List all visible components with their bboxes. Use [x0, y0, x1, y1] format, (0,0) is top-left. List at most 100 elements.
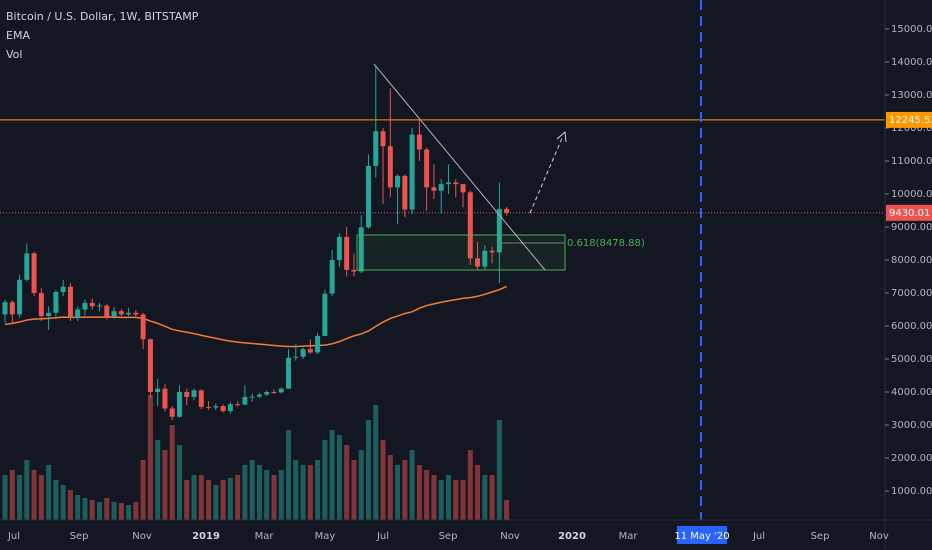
volume-bar: [89, 500, 95, 520]
x-tick-label: Mar: [619, 531, 639, 542]
candle-body: [438, 184, 444, 191]
y-tick-label: 5000.00: [891, 354, 932, 365]
candle-body: [104, 305, 110, 317]
x-tick-label: Sep: [811, 531, 830, 542]
candle-body: [409, 134, 415, 210]
candle-body: [46, 312, 52, 317]
candle-body: [82, 302, 88, 310]
candle-body: [31, 253, 37, 293]
candle-body: [227, 404, 233, 412]
x-tick-label: Nov: [869, 531, 889, 542]
volume-bar: [206, 480, 212, 520]
candle-body: [380, 131, 386, 147]
candle-body: [300, 349, 306, 357]
candle-body: [184, 391, 190, 397]
volume-bar: [249, 460, 255, 520]
trend-line: [373, 63, 546, 271]
candle-body: [351, 269, 357, 272]
volume-bar: [147, 395, 153, 520]
price-level-label: 12245.52: [889, 115, 932, 126]
candle-body: [482, 250, 488, 267]
candle-body: [17, 279, 23, 315]
volume-bar: [67, 490, 73, 520]
y-tick-label: 3000.00: [891, 420, 932, 431]
price-level-box: [886, 204, 932, 221]
candle-body: [97, 305, 103, 307]
x-tick-label: Sep: [70, 531, 89, 542]
volume-bar: [213, 485, 219, 520]
y-tick-label: 11000.00: [891, 156, 932, 167]
y-tick-label: 8000.00: [891, 255, 932, 266]
candle-body: [424, 149, 430, 188]
volume-bar: [416, 465, 422, 520]
candle-body: [453, 182, 459, 185]
volume-bar: [307, 465, 313, 520]
volume-bar: [467, 450, 473, 520]
candle-body: [242, 396, 248, 405]
candle-body: [475, 258, 481, 267]
x-tick-label: Jul: [376, 531, 389, 542]
candle-body: [53, 292, 59, 313]
candle-body: [467, 192, 473, 259]
candle-body: [249, 396, 255, 398]
candle-body: [126, 312, 132, 315]
volume-bar: [271, 475, 277, 520]
candle-body: [9, 302, 15, 315]
volume-bar: [133, 502, 139, 520]
y-tick-label: 13000.00: [891, 90, 932, 101]
y-tick-label: 1000.00: [891, 486, 932, 497]
volume-bar: [293, 460, 299, 520]
volume-bar: [53, 480, 59, 520]
volume-bar: [445, 475, 451, 520]
volume-bar: [431, 475, 437, 520]
candle-body: [336, 236, 342, 260]
volume-bar: [482, 475, 488, 520]
candle-body: [213, 406, 219, 408]
candle-body: [256, 394, 262, 397]
ema-line: [4, 285, 507, 348]
candle-body: [176, 391, 182, 417]
y-tick-label: 15000.00: [891, 24, 932, 35]
candle-body: [60, 286, 66, 293]
y-tick-label: 10000.00: [891, 189, 932, 200]
volume-bar: [31, 470, 37, 520]
candle-body: [344, 236, 350, 270]
indicator-label: EMA: [6, 29, 30, 42]
volume-bar: [118, 503, 124, 520]
candle-body: [118, 311, 124, 315]
volume-bar: [97, 502, 103, 520]
candle-body: [2, 302, 8, 315]
candle-body: [460, 184, 466, 193]
y-tick-label: 14000.00: [891, 57, 932, 68]
candle-body: [496, 208, 502, 253]
volume-bar: [256, 465, 262, 520]
volume-bar: [17, 475, 23, 520]
volume-bar: [475, 465, 481, 520]
volume-bar: [24, 460, 30, 520]
candle-body: [111, 311, 117, 317]
volume-bar: [336, 435, 342, 520]
volume-bar: [504, 500, 510, 520]
volume-bar: [169, 425, 175, 520]
crosshair-label: 11 May '20: [674, 531, 729, 542]
volume-bar: [344, 445, 350, 520]
volume-bar: [351, 460, 357, 520]
plot-area: [0, 65, 885, 520]
x-tick-label: 2020: [558, 531, 586, 542]
y-tick-label: 9000.00: [891, 222, 932, 233]
volume-bar: [329, 430, 335, 520]
y-tick-label: 6000.00: [891, 321, 932, 332]
candle-body: [75, 309, 81, 318]
volume-bar: [395, 465, 401, 520]
volume-bar: [453, 480, 459, 520]
candle-body: [271, 391, 277, 393]
candle-body: [315, 335, 321, 353]
volume-bar: [46, 465, 52, 520]
volume-bar: [104, 498, 110, 520]
volume-bar: [402, 460, 408, 520]
candle-body: [220, 406, 226, 412]
candle-body: [431, 187, 437, 191]
candle-body: [489, 250, 495, 253]
candle-body: [373, 131, 379, 166]
